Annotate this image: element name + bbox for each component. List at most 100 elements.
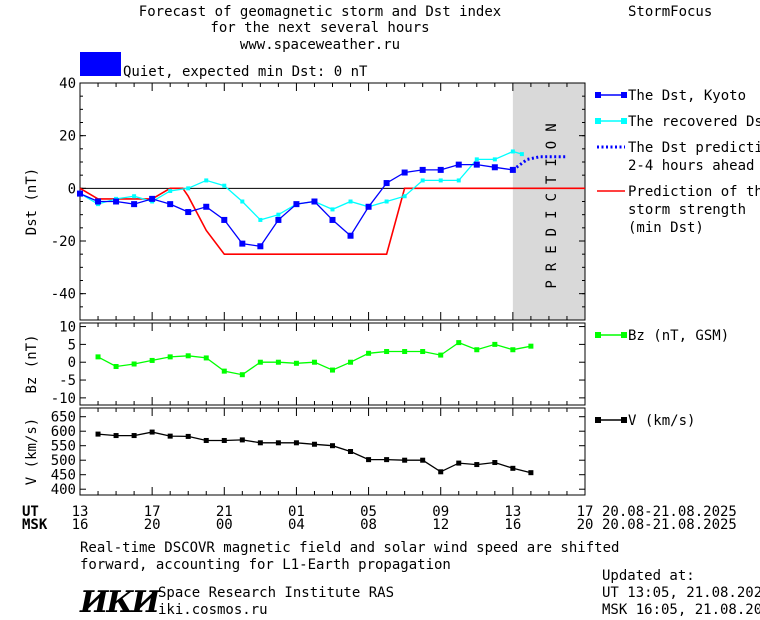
point-recovered-dst bbox=[402, 194, 407, 199]
point-recovered-dst bbox=[204, 178, 209, 183]
y-axis-label: Bz (nT) bbox=[24, 334, 40, 393]
ut-tick-label: 09 bbox=[432, 504, 450, 520]
msk-date-range: 20.08-21.08.2025 bbox=[602, 517, 737, 533]
point-v bbox=[402, 457, 408, 463]
point-v bbox=[221, 437, 227, 443]
y-tick-label: -5 bbox=[59, 373, 76, 389]
point-dst-kyoto bbox=[365, 203, 372, 210]
point-bz bbox=[330, 367, 335, 373]
bz-series bbox=[95, 340, 534, 378]
y-tick-label: 650 bbox=[51, 410, 76, 426]
institute-site[interactable]: iki.cosmos.ru bbox=[158, 602, 268, 618]
point-v bbox=[492, 460, 498, 466]
point-dst-kyoto bbox=[329, 216, 336, 223]
point-v bbox=[203, 437, 209, 443]
y-tick-label: -40 bbox=[51, 287, 76, 303]
point-v bbox=[510, 465, 516, 471]
point-recovered-dst bbox=[456, 178, 461, 183]
point-recovered-dst bbox=[510, 149, 515, 154]
ut-date-range: 20.08-21.08.2025 bbox=[602, 504, 737, 520]
point-bz bbox=[510, 347, 516, 353]
point-dst-kyoto bbox=[95, 198, 102, 205]
plot-frame bbox=[79, 82, 586, 321]
series-bz bbox=[97, 341, 532, 376]
legend-label: V (km/s) bbox=[628, 413, 695, 429]
y-tick-label: 450 bbox=[51, 468, 76, 484]
point-bz bbox=[456, 340, 462, 346]
legend-label: Prediction of the bbox=[628, 184, 760, 200]
point-dst-kyoto bbox=[77, 190, 83, 197]
legend-marker bbox=[595, 332, 601, 338]
point-dst-kyoto bbox=[275, 216, 282, 223]
y-tick-label: 40 bbox=[59, 76, 76, 92]
point-v bbox=[257, 440, 263, 446]
v-series bbox=[95, 429, 534, 476]
point-bz bbox=[239, 372, 245, 378]
point-recovered-dst bbox=[240, 199, 245, 204]
msk-tick-label: 12 bbox=[432, 517, 450, 533]
point-dst-kyoto bbox=[419, 166, 426, 173]
y-tick-label: 600 bbox=[51, 424, 76, 440]
plot-frame bbox=[79, 322, 586, 406]
legend-marker bbox=[621, 92, 627, 98]
point-dst-kyoto bbox=[257, 243, 264, 250]
point-dst-kyoto bbox=[239, 240, 246, 247]
point-dst-kyoto bbox=[401, 169, 408, 176]
msk-tick-label: 16 bbox=[71, 517, 89, 533]
point-v bbox=[167, 433, 173, 439]
y-tick-label: 500 bbox=[51, 453, 76, 469]
legend-label: Bz (nT, GSM) bbox=[628, 328, 729, 344]
point-bz bbox=[474, 347, 480, 353]
quiet-status-label: Quiet, expected min Dst: 0 nT bbox=[123, 64, 368, 80]
point-v bbox=[456, 460, 462, 466]
point-recovered-dst bbox=[132, 194, 137, 199]
legend-label: storm strength bbox=[628, 202, 746, 218]
point-dst-kyoto bbox=[293, 201, 300, 208]
point-dst-kyoto bbox=[131, 201, 138, 208]
legend-marker bbox=[621, 417, 627, 423]
point-dst-kyoto bbox=[473, 161, 480, 168]
msk-tick-label: 00 bbox=[215, 517, 233, 533]
point-bz bbox=[492, 341, 498, 347]
point-dst-kyoto bbox=[167, 201, 174, 208]
point-bz bbox=[438, 352, 444, 358]
point-recovered-dst bbox=[168, 188, 173, 193]
point-v bbox=[528, 470, 534, 476]
point-v bbox=[438, 469, 444, 475]
quiet-status-swatch bbox=[80, 52, 121, 76]
y-tick-label: 5 bbox=[68, 337, 76, 353]
legend-storm-strength: Prediction of the storm strength (min Dst) bbox=[597, 184, 760, 236]
point-bz bbox=[149, 357, 155, 363]
legend-v: V (km/s) bbox=[595, 413, 695, 429]
point-v bbox=[311, 441, 317, 447]
point-bz bbox=[203, 355, 209, 361]
point-recovered-dst bbox=[348, 199, 353, 204]
chart-title-line2: for the next several hours bbox=[210, 20, 430, 36]
y-axis-label: Dst (nT) bbox=[24, 168, 40, 235]
footer-note-line1: Real-time DSCOVR magnetic field and sola… bbox=[80, 540, 620, 556]
plot-frame bbox=[79, 407, 586, 496]
msk-tick-label: 20 bbox=[143, 517, 161, 533]
point-v bbox=[384, 457, 390, 463]
ut-tick-label: 17 bbox=[576, 504, 594, 520]
point-v bbox=[131, 433, 137, 439]
series-v bbox=[97, 431, 532, 474]
dst-series bbox=[77, 149, 585, 255]
legend-marker bbox=[621, 332, 627, 338]
point-v bbox=[330, 443, 335, 449]
legend-label: The Dst prediction bbox=[628, 140, 760, 156]
ut-tick-label: 01 bbox=[287, 504, 305, 520]
footer-note-line2: forward, accounting for L1-Earth propaga… bbox=[80, 557, 451, 573]
point-v bbox=[149, 429, 155, 435]
point-recovered-dst bbox=[222, 183, 227, 188]
legend-label: (min Dst) bbox=[628, 220, 704, 236]
legend-marker bbox=[595, 118, 601, 124]
legend-marker bbox=[595, 92, 601, 98]
legend-marker bbox=[621, 118, 627, 124]
point-bz bbox=[167, 354, 173, 360]
msk-tick-label: 04 bbox=[287, 517, 305, 533]
legend-label: 2-4 hours ahead bbox=[628, 158, 754, 174]
point-dst-kyoto bbox=[383, 180, 390, 187]
source-url: www.spaceweather.ru bbox=[239, 37, 401, 53]
point-recovered-dst bbox=[330, 207, 335, 212]
